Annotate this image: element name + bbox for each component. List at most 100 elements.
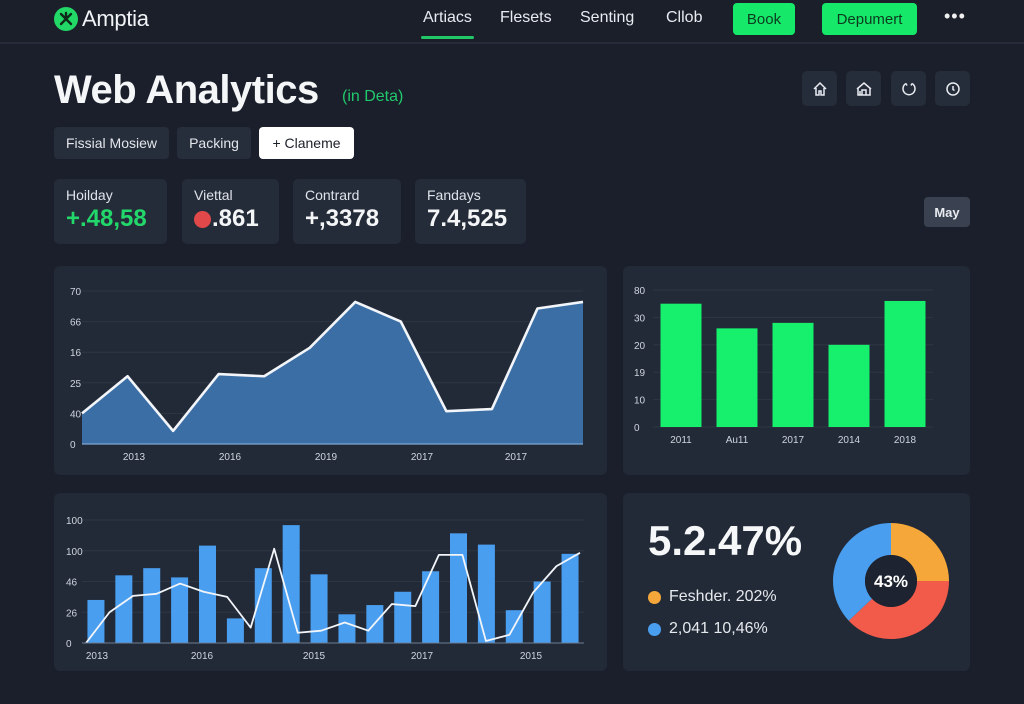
bar	[828, 344, 870, 427]
nav-tab-artiacs[interactable]: Artiacs	[421, 9, 474, 39]
legend-dot-icon	[648, 590, 661, 604]
refresh-button[interactable]	[891, 71, 926, 106]
filter-chip-fissial-mosiew[interactable]: Fissial Mosiew	[54, 127, 169, 159]
nav-tab-cllob[interactable]: Cllob	[666, 9, 703, 26]
bar	[282, 525, 300, 643]
x-tick-label: 2017	[505, 452, 528, 463]
kpi-card-hoilday[interactable]: Hoilday +.48,58	[54, 179, 167, 244]
home-button[interactable]	[802, 71, 837, 106]
bar	[226, 618, 244, 643]
kpi-value-row: .861	[194, 205, 267, 233]
y-tick-label: 30	[634, 313, 646, 324]
area-chart-card: 70 66 16 25 40 0 2013 2016 2019 2017 2017	[54, 266, 607, 475]
y-tick-label: 80	[634, 286, 646, 297]
x-tick-label: 2013	[123, 452, 146, 463]
bar	[660, 303, 702, 427]
bar-chart-card: 80 30 20 19 10 0 2011 Au11 2017 2014 2018	[623, 266, 970, 475]
y-tick-label: 66	[70, 318, 82, 329]
bar	[310, 574, 328, 643]
donut-slice	[848, 581, 949, 639]
more-options-icon[interactable]: •••	[944, 6, 966, 26]
x-tick-label: 2014	[838, 435, 861, 446]
bar	[199, 545, 216, 643]
nav-tab-senting[interactable]: Senting	[580, 9, 635, 26]
x-tick-label: 2017	[411, 452, 434, 463]
y-tick-label: 16	[70, 348, 82, 359]
top-navigation-bar: Amptia Artiacs Flesets Senting Cllob Boo…	[0, 0, 1024, 44]
legend-item-orange: Feshder. 202%	[648, 588, 777, 606]
kpi-value: +,3378	[305, 205, 380, 232]
y-tick-label: 70	[70, 287, 82, 298]
home-icon	[812, 81, 827, 96]
y-tick-label: 100	[66, 516, 83, 527]
bar	[716, 328, 758, 427]
bar	[477, 544, 495, 643]
area-line	[81, 300, 584, 433]
x-tick-label: 2011	[670, 435, 692, 446]
bar	[422, 571, 440, 643]
legend-dot-icon	[648, 622, 661, 636]
y-tick-label: 19	[634, 368, 646, 379]
logo-icon	[54, 7, 78, 31]
y-tick-label: 46	[66, 578, 78, 589]
donut-center-label: 43%	[874, 572, 908, 591]
bar	[772, 322, 814, 427]
y-tick-label: 25	[70, 379, 82, 390]
kpi-label: Viettal	[194, 187, 233, 203]
x-tick-label: 2017	[411, 651, 434, 662]
kpi-label: Fandays	[427, 187, 481, 203]
bar	[394, 591, 412, 643]
donut-slice	[891, 523, 949, 581]
app-name: Amptia	[82, 6, 149, 31]
store-button[interactable]	[846, 71, 881, 106]
donut-slice	[833, 523, 891, 621]
area-chart: 70 66 16 25 40 0 2013 2016 2019 2017 2017	[70, 287, 584, 463]
bar	[115, 575, 133, 643]
bar	[561, 553, 579, 643]
filter-chip-packing[interactable]: Packing	[177, 127, 251, 159]
x-tick-label: 2016	[219, 452, 242, 463]
bar	[884, 300, 926, 427]
clock-icon	[945, 81, 960, 96]
x-tick-label: 2015	[303, 651, 326, 662]
negative-indicator-icon	[194, 210, 211, 228]
y-tick-label: 40	[70, 409, 82, 420]
y-tick-label: 0	[66, 639, 72, 650]
kpi-value: +.48,58	[66, 205, 147, 232]
area-fill	[82, 301, 583, 444]
store-icon	[856, 81, 871, 96]
trend-line	[85, 547, 581, 644]
bar	[254, 568, 272, 643]
x-tick-label: 2018	[894, 435, 917, 446]
kpi-value: 7.4,525	[427, 205, 508, 232]
bar-chart: 80 30 20 19 10 0 2011 Au11 2017 2014 2018	[634, 286, 933, 446]
x-tick-label: 2016	[191, 651, 214, 662]
bar	[533, 581, 551, 643]
bar	[450, 533, 467, 643]
kpi-card-viettal[interactable]: Viettal .861	[182, 179, 279, 244]
legend-item-blue: 2,041 10,46%	[648, 620, 768, 638]
y-tick-label: 20	[634, 341, 646, 352]
bar	[143, 568, 161, 643]
bar	[171, 577, 189, 643]
page-subtitle: (in Deta)	[342, 88, 404, 105]
page-title: Web Analytics	[54, 68, 319, 112]
x-tick-label: 2017	[782, 435, 805, 446]
book-button[interactable]: Book	[733, 3, 795, 35]
nav-tab-flesets[interactable]: Flesets	[500, 9, 552, 26]
legend-label: Feshder. 202%	[669, 588, 777, 605]
add-filter-button[interactable]: + Claneme	[259, 127, 354, 159]
clock-button[interactable]	[935, 71, 970, 106]
kpi-card-contrard[interactable]: Contrard +,3378	[293, 179, 401, 244]
y-tick-label: 0	[70, 440, 76, 451]
y-tick-label: 10	[634, 396, 646, 407]
x-tick-label: 2015	[520, 651, 543, 662]
kpi-card-fandays[interactable]: Fandays 7.4,525	[415, 179, 526, 244]
app-logo[interactable]: Amptia	[54, 6, 149, 32]
bar	[87, 599, 105, 643]
summary-big-value: 5.2.47%	[648, 517, 803, 564]
period-selector[interactable]: May	[924, 197, 970, 227]
deployment-button[interactable]: Depumert	[822, 3, 917, 35]
x-tick-label: 2013	[86, 651, 109, 662]
combo-chart-card: 100 100 46 26 0 2013 2016 2015 2017 2015	[54, 493, 607, 671]
